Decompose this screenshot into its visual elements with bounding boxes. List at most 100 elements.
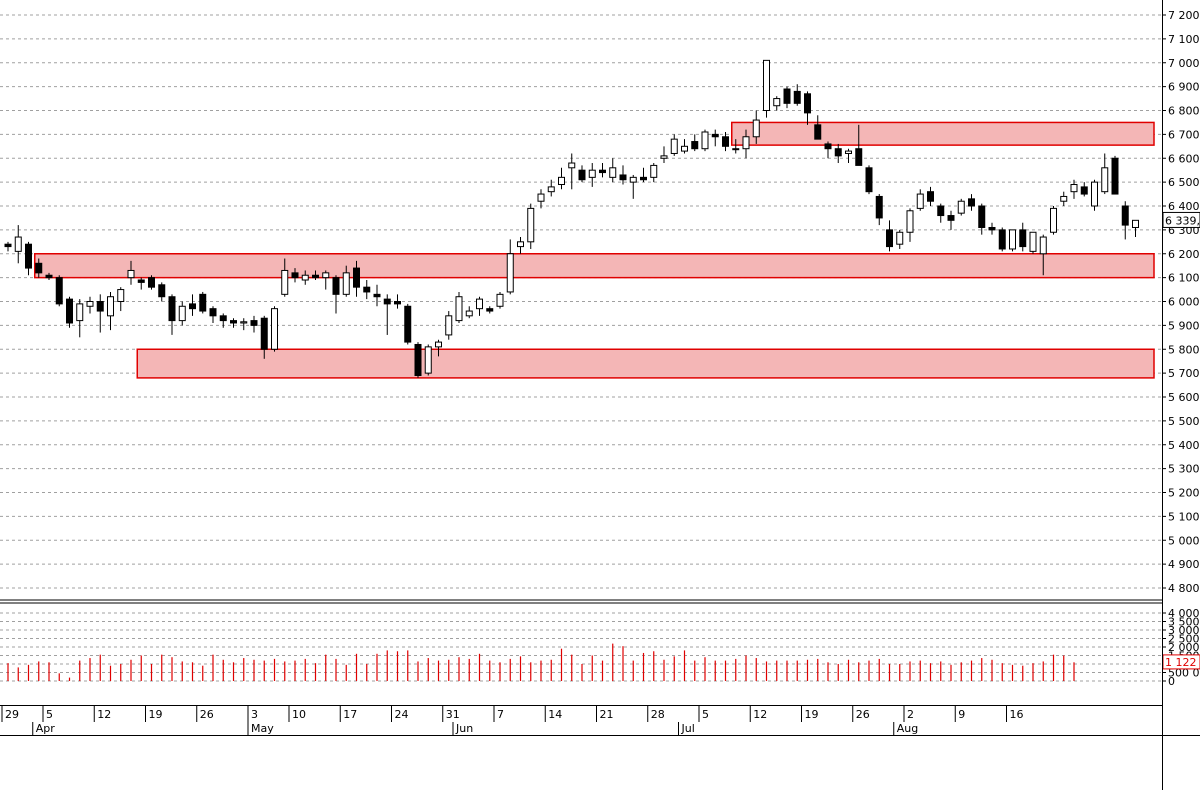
candle-body [1132,219,1139,228]
volume-tick-label: 3 000 000 [1168,624,1200,637]
y-tick-label: 5 200 [1168,487,1200,500]
candle-body [117,289,125,302]
candle-body [968,198,975,207]
candle-body [957,200,965,214]
candle-body [998,229,1006,250]
candle-body [783,88,791,104]
y-tick-label: 7 100 [1168,33,1200,46]
y-tick-label: 6 100 [1168,272,1200,285]
last-volume-label: 1 122 98 [1165,656,1200,669]
y-tick-label: 5 300 [1168,463,1200,476]
x-day-label: 28 [651,708,665,721]
candle-body [291,272,299,279]
x-month-label: Jul [681,722,695,735]
y-tick-label: 6 500 [1168,176,1200,189]
volume-tick-label: 3 500 000 [1168,616,1200,629]
x-day-label: 26 [856,708,870,721]
candle-body [66,298,73,324]
candle-body [312,274,319,279]
candle-body [978,205,986,228]
candle-body [927,191,934,202]
candle-body [424,346,432,374]
y-tick-label: 4 900 [1168,558,1200,571]
x-day-label: 21 [600,708,614,721]
candle-body [1019,229,1027,248]
candle-body [763,59,770,111]
candle-body [219,315,227,322]
y-tick-label: 6 900 [1168,81,1200,94]
x-month-label: May [251,722,274,735]
candle-body [547,186,555,193]
x-day-label: 24 [395,708,409,721]
candle-body [178,305,186,322]
y-tick-label: 5 900 [1168,319,1200,332]
x-day-label: 2 [907,708,914,721]
y-tick-label: 6 400 [1168,200,1200,213]
candle-body [752,119,760,138]
candle-body [1101,167,1109,193]
price-axis: 4 800 4 900 5 000 5 100 5 200 5 300 5 400 5 500… [1162,9,1200,595]
y-tick-label: 6 700 [1168,128,1200,141]
candle-body [250,320,258,326]
candle-body [742,136,750,150]
candle-body [599,169,606,174]
y-tick-label: 5 700 [1168,367,1200,380]
candle-body [383,298,391,305]
candle-body [496,293,504,307]
candle-body [640,176,647,181]
candle-body [793,90,801,104]
y-tick-label: 6 200 [1168,248,1200,261]
candle-body [722,136,729,147]
candle-body [1039,236,1047,255]
x-day-label: 19 [805,708,819,721]
candle-body [1121,205,1129,226]
resistance-support-zone [34,253,1155,279]
candle-body [1029,231,1037,252]
candle-body [886,229,893,248]
y-tick-label: 5 000 [1168,534,1200,547]
candle-body [660,155,668,159]
last-price-label: 6 339,5 [1165,214,1200,227]
x-day-label: 17 [343,708,357,721]
candle-body [1080,186,1088,195]
candle-body [45,274,53,279]
candle-body [35,262,43,274]
candle-body [209,308,217,317]
volume-tick-label: 0 [1168,675,1175,688]
candle-body [814,124,822,140]
x-day-label: 16 [1010,708,1024,721]
y-tick-label: 6 600 [1168,152,1200,165]
resistance-support-zone [731,121,1155,146]
x-day-label: 26 [200,708,214,721]
candle-body [650,164,658,178]
candle-body [373,293,381,298]
volume-tick-label: 500 000 [1168,667,1200,680]
y-tick-label: 5 800 [1168,343,1200,356]
candle-body [681,145,688,152]
candle-body [732,148,740,151]
candle-body [845,150,852,154]
volume-tick-label: 2 500 000 [1168,633,1200,646]
candle-body [4,243,12,248]
candle-body [1091,181,1098,207]
volume-tick-label: 2 000 000 [1168,641,1200,654]
candle-body [435,341,442,348]
y-tick-label: 5 600 [1168,391,1200,404]
x-day-label: 12 [97,708,111,721]
price-zones [34,121,1155,379]
candle-body [1060,195,1068,202]
candle-body [517,241,524,248]
candle-body [988,226,996,231]
candle-body [55,277,63,305]
candle-body [301,274,309,281]
candle-body [445,315,453,336]
x-day-label: 5 [46,708,53,721]
candle-body [394,301,401,305]
candle-body [127,269,135,279]
y-tick-label: 6 000 [1168,296,1200,309]
x-month-label: Jun [455,722,473,735]
candle-body [476,298,483,310]
candle-body [558,176,565,186]
